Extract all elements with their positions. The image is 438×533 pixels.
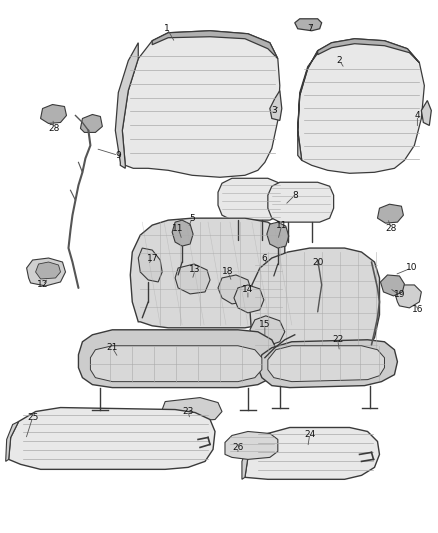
Polygon shape [268, 182, 334, 222]
Polygon shape [250, 316, 285, 346]
Text: 6: 6 [261, 254, 267, 263]
Polygon shape [218, 275, 252, 304]
Text: 25: 25 [27, 413, 38, 422]
Polygon shape [267, 222, 289, 248]
Polygon shape [172, 220, 193, 246]
Text: 18: 18 [222, 268, 234, 277]
Text: 13: 13 [189, 265, 201, 274]
Text: 26: 26 [232, 443, 244, 452]
Polygon shape [242, 442, 255, 479]
Polygon shape [115, 43, 138, 168]
Polygon shape [258, 340, 397, 387]
Polygon shape [268, 346, 385, 382]
Polygon shape [295, 19, 321, 31]
Polygon shape [6, 422, 19, 462]
Text: 11: 11 [276, 221, 288, 230]
Text: 22: 22 [332, 335, 343, 344]
Text: 3: 3 [271, 106, 277, 115]
Polygon shape [270, 91, 282, 120]
Polygon shape [245, 427, 379, 479]
Text: 8: 8 [292, 191, 298, 200]
Text: 12: 12 [37, 280, 48, 289]
Text: 17: 17 [146, 254, 158, 263]
Text: 14: 14 [242, 286, 254, 294]
Text: 5: 5 [189, 214, 195, 223]
Text: 15: 15 [259, 320, 271, 329]
Text: 10: 10 [406, 263, 417, 272]
Polygon shape [138, 248, 162, 282]
Polygon shape [318, 39, 419, 63]
Text: 16: 16 [412, 305, 423, 314]
Text: 21: 21 [106, 343, 118, 352]
Text: 23: 23 [182, 407, 194, 416]
Polygon shape [225, 432, 278, 459]
Polygon shape [90, 346, 262, 382]
Text: 7: 7 [307, 25, 313, 33]
Polygon shape [381, 275, 404, 296]
Text: 2: 2 [337, 56, 343, 65]
Text: 11: 11 [173, 224, 184, 232]
Polygon shape [378, 204, 403, 223]
Text: 9: 9 [116, 151, 121, 160]
Text: 1: 1 [164, 25, 170, 33]
Polygon shape [218, 178, 284, 220]
Polygon shape [78, 330, 278, 387]
Polygon shape [130, 218, 285, 328]
Text: 4: 4 [414, 111, 420, 120]
Polygon shape [250, 248, 379, 364]
Polygon shape [298, 51, 320, 160]
Polygon shape [122, 31, 280, 177]
Polygon shape [395, 285, 421, 308]
Polygon shape [27, 258, 66, 286]
Text: 24: 24 [304, 430, 315, 439]
Polygon shape [162, 398, 222, 422]
Polygon shape [175, 264, 210, 294]
Polygon shape [234, 285, 264, 313]
Polygon shape [81, 115, 102, 132]
Text: 28: 28 [386, 224, 397, 232]
Text: 19: 19 [394, 290, 405, 300]
Text: 28: 28 [49, 124, 60, 133]
Polygon shape [298, 39, 424, 173]
Polygon shape [9, 408, 215, 470]
Text: 20: 20 [312, 257, 323, 266]
Polygon shape [152, 31, 278, 59]
Polygon shape [421, 101, 431, 125]
Polygon shape [41, 104, 67, 124]
Polygon shape [35, 262, 60, 279]
